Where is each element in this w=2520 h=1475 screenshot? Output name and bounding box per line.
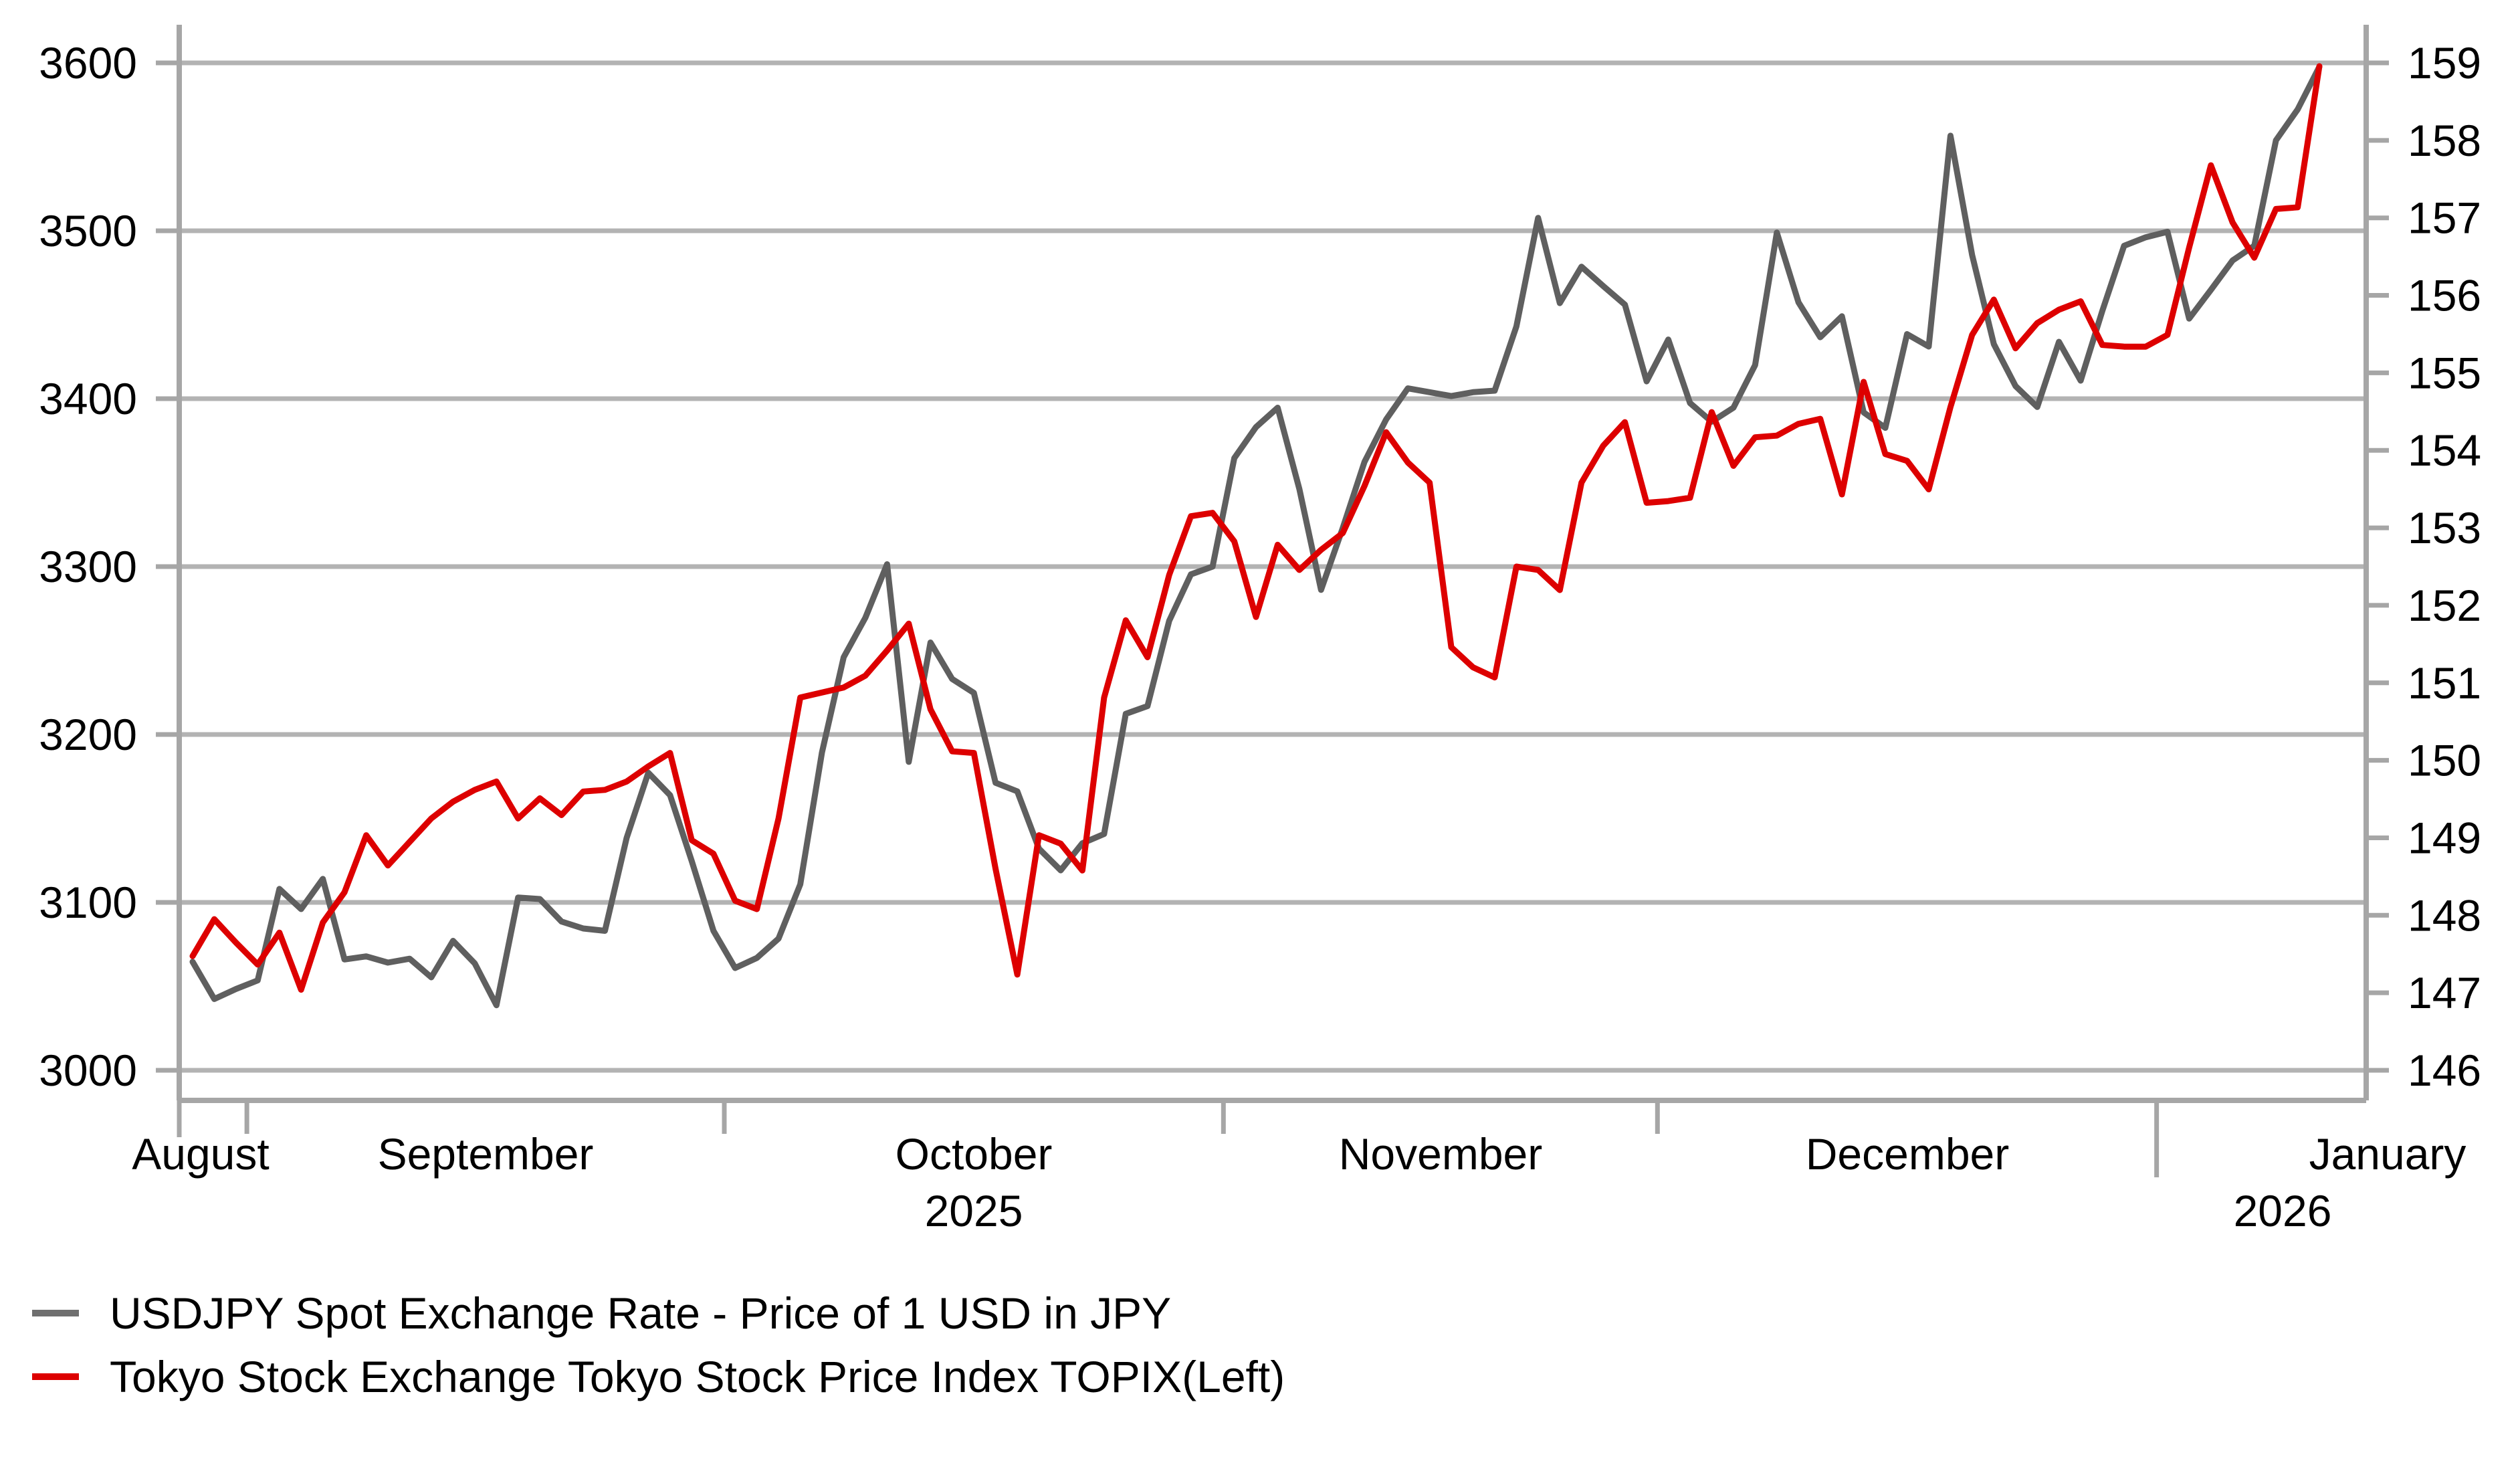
y-axis-label-right: 159 <box>2408 38 2481 88</box>
legend-item-usdjpy: USDJPY Spot Exchange Rate - Price of 1 U… <box>32 1291 1637 1335</box>
y-axis-label-right: 158 <box>2408 116 2481 165</box>
y-axis-label-left: 3500 <box>39 206 137 256</box>
y-axis-label-right: 147 <box>2408 968 2481 1017</box>
y-axis-label-right: 155 <box>2408 348 2481 397</box>
x-axis-month-label: November <box>1339 1129 1542 1179</box>
y-axis-label-right: 146 <box>2408 1046 2481 1095</box>
y-axis-label-right: 156 <box>2408 271 2481 320</box>
y-axis-label-right: 154 <box>2408 425 2481 475</box>
legend-label-topix: Tokyo Stock Exchange Tokyo Stock Price I… <box>110 1352 1285 1401</box>
y-axis-label-right: 150 <box>2408 736 2481 785</box>
y-axis-label-left: 3200 <box>39 710 137 759</box>
axis-labels: 3600 3500 3400 3300 3200 3100 3000 159 158 157 156… <box>39 38 2481 1236</box>
usdjpy-line-swatch <box>32 1310 79 1316</box>
y-axis-label-left: 3100 <box>39 878 137 927</box>
usdjpy-series-line <box>189 64 2323 1009</box>
x-axis-year-label: 2026 <box>2234 1186 2332 1236</box>
legend: USDJPY Spot Exchange Rate - Price of 1 U… <box>32 1291 1637 1418</box>
y-axis-label-right: 148 <box>2408 890 2481 940</box>
y-axis-label-right: 149 <box>2408 813 2481 862</box>
y-axis-label-right: 153 <box>2408 503 2481 553</box>
y-axis-label-left: 3300 <box>39 542 137 591</box>
y-axis-label-left: 3400 <box>39 374 137 423</box>
topix-line-swatch <box>32 1373 79 1380</box>
data-series <box>189 63 2323 1009</box>
y-axis-label-right: 157 <box>2408 193 2481 243</box>
y-axis-label-right: 151 <box>2408 658 2481 708</box>
y-axis-label-left: 3600 <box>39 38 137 88</box>
legend-item-topix: Tokyo Stock Exchange Tokyo Stock Price I… <box>32 1355 1637 1399</box>
y-axis-label-right: 152 <box>2408 581 2481 630</box>
y-axis-label-left: 3000 <box>39 1046 137 1095</box>
legend-label-usdjpy: USDJPY Spot Exchange Rate - Price of 1 U… <box>110 1288 1172 1338</box>
x-axis-month-label: October <box>896 1129 1053 1179</box>
x-axis-month-label: January <box>2309 1129 2466 1179</box>
axis-ticks <box>156 60 2389 1177</box>
x-axis-month-label: December <box>1806 1129 2009 1179</box>
topix-series-line <box>189 63 2323 993</box>
x-axis-month-label: September <box>378 1129 594 1179</box>
x-axis-month-label: August <box>132 1129 269 1179</box>
x-axis-year-label: 2025 <box>925 1186 1023 1236</box>
axes <box>177 25 2369 1103</box>
